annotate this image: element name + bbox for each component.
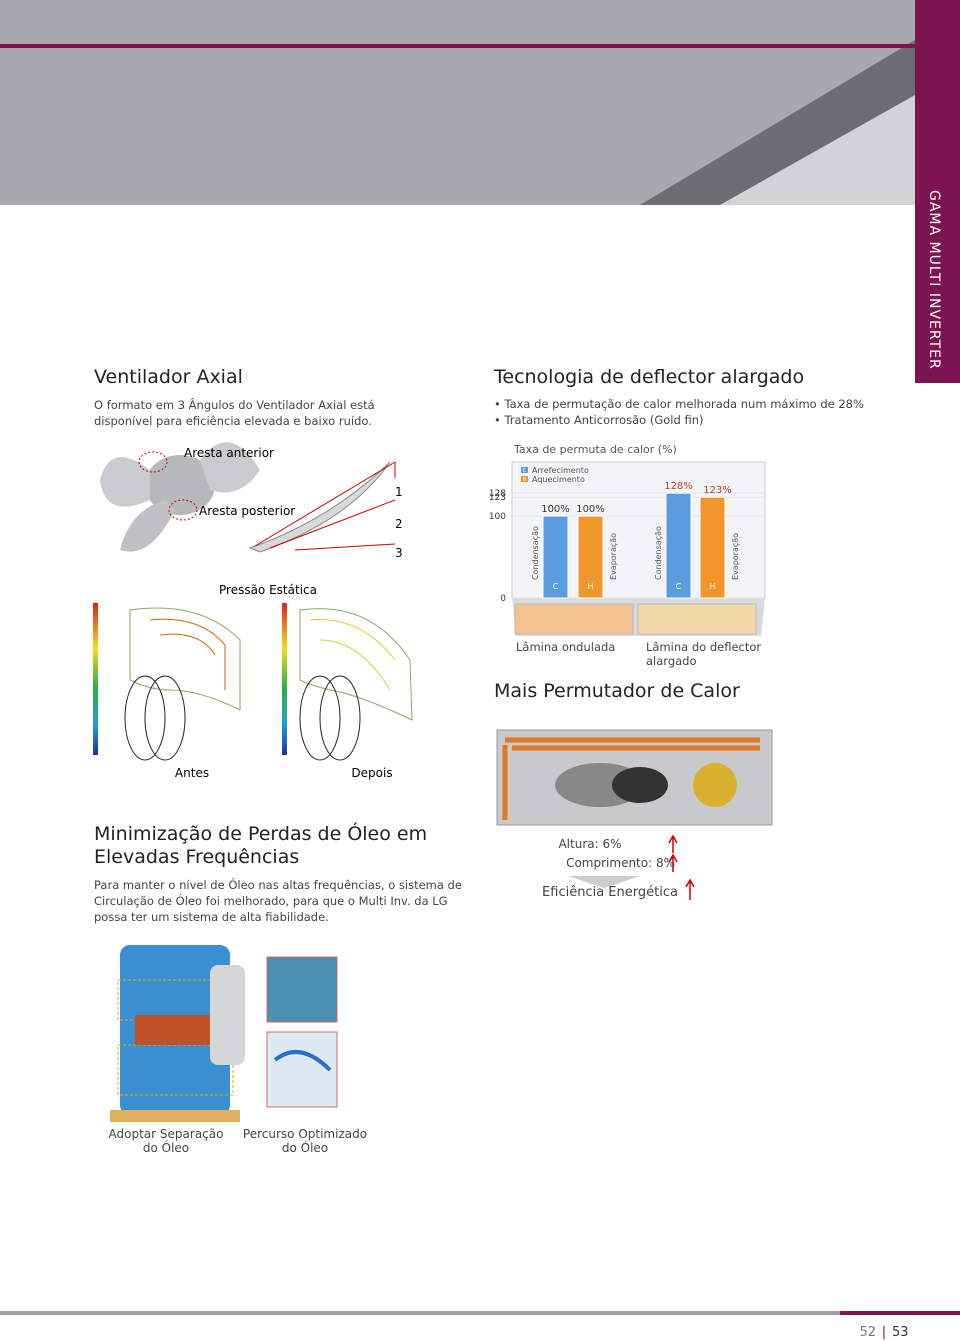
bar-key: H	[587, 582, 593, 591]
side-label: Condensação	[531, 526, 540, 580]
legend-swatch	[521, 476, 528, 482]
fin-image	[514, 603, 634, 635]
legend-label: Arrefecimento	[532, 466, 589, 475]
caption: Percurso Optimizado do Óleo	[242, 1127, 368, 1155]
fan-image	[100, 442, 396, 553]
section-title: Minimização de Perdas de Óleo em Elevada…	[94, 823, 428, 868]
y-tick-label: 128	[489, 489, 506, 499]
fan-label: 3	[395, 546, 403, 560]
bar	[577, 515, 604, 599]
item: Eficiência Energética	[542, 885, 678, 900]
bullet-text: Taxa de permutação de calor melhorada nu…	[504, 397, 864, 411]
item: Altura: 6%	[558, 837, 622, 851]
page-number: 52	[859, 1325, 876, 1340]
fin-image	[637, 603, 757, 635]
side-label: Condensação	[654, 526, 663, 580]
bullet-list: • Taxa de permutação de calor melhorada …	[494, 396, 864, 428]
page-number: 53	[892, 1325, 909, 1340]
fan-label: 1	[395, 485, 403, 499]
bullet: • Taxa de permutação de calor melhorada …	[494, 397, 864, 411]
section-title: Ventilador Axial	[94, 366, 243, 388]
compressor-image	[110, 945, 338, 1122]
bar	[699, 496, 726, 599]
legend-key: H	[523, 477, 527, 483]
legend-swatch	[521, 467, 528, 473]
footer-accent	[840, 1311, 960, 1315]
pressure-title: Pressão Estática	[219, 583, 317, 597]
side-tab-label: GAMA MULTI INVERTER	[926, 190, 942, 370]
bullet-text: Tratamento Anticorrosão (Gold fin)	[504, 413, 704, 427]
caption: Depois	[351, 766, 392, 780]
bar-key: C	[553, 582, 559, 591]
fan-label: Aresta anterior	[184, 446, 274, 460]
bar	[665, 492, 692, 599]
pressure-plots	[93, 603, 413, 761]
header-shape	[720, 95, 915, 205]
group-name: Lâmina ondulada	[516, 640, 615, 654]
section-title: Tecnologia de deflector alargado	[494, 366, 805, 388]
bar-key: C	[676, 582, 682, 591]
legend-label: Aquecimento	[532, 475, 585, 484]
value-label: 100%	[576, 504, 605, 515]
bar	[542, 515, 569, 599]
exchanger-image	[496, 729, 773, 826]
arrow	[568, 876, 640, 888]
fan-label: Aresta posterior	[199, 504, 295, 518]
side-label: Evaporação	[731, 533, 740, 580]
value-label: 128%	[664, 481, 693, 492]
y-tick-label: 123	[489, 493, 506, 503]
legend-key: C	[523, 468, 527, 474]
value-label: 123%	[703, 485, 732, 496]
footer-line	[0, 1311, 960, 1315]
paragraph: O formato em 3 Ângulos do Ventilador Axi…	[94, 398, 375, 428]
caption: Antes	[175, 766, 209, 780]
y-tick-label: 0	[500, 594, 506, 604]
value-label: 100%	[541, 504, 570, 515]
item: Comprimento: 8%	[566, 856, 675, 870]
chart-title: Taxa de permuta de calor (%)	[513, 443, 677, 456]
section-title: Mais Permutador de Calor	[494, 680, 740, 702]
fan-label: 2	[395, 517, 403, 531]
up-arrow	[668, 834, 695, 900]
caption: Adoptar Separação do Óleo	[108, 1127, 224, 1155]
separator: |	[882, 1325, 886, 1340]
paragraph: Para manter o nível de Óleo nas altas fr…	[94, 878, 462, 924]
bullet: • Tratamento Anticorrosão (Gold fin)	[494, 413, 704, 427]
side-tab	[915, 0, 960, 383]
side-label: Evaporação	[609, 533, 618, 580]
group-name: Lâmina do deflector alargado	[646, 640, 762, 668]
header-line	[0, 44, 915, 48]
y-tick-label: 100	[489, 512, 506, 522]
bar-key: H	[709, 582, 715, 591]
